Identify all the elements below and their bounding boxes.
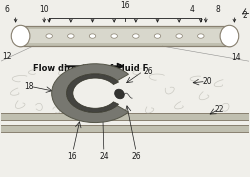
Text: 8: 8 (215, 5, 220, 14)
Circle shape (46, 34, 52, 38)
Text: 26: 26 (144, 67, 153, 76)
Text: 20: 20 (202, 77, 212, 86)
Text: 16: 16 (67, 153, 76, 161)
Circle shape (154, 34, 161, 38)
Text: 10: 10 (40, 5, 49, 14)
Circle shape (89, 34, 96, 38)
Text: 26: 26 (132, 153, 141, 161)
Text: 18: 18 (24, 82, 34, 91)
Text: 22: 22 (215, 105, 224, 115)
Circle shape (66, 74, 124, 112)
Circle shape (132, 34, 139, 38)
Text: 2: 2 (242, 11, 247, 20)
Text: 4: 4 (190, 5, 194, 14)
Text: 16: 16 (120, 1, 130, 10)
Circle shape (176, 34, 182, 38)
Ellipse shape (115, 89, 124, 99)
Ellipse shape (11, 25, 30, 47)
Text: 24: 24 (99, 153, 109, 161)
Circle shape (111, 34, 117, 38)
Circle shape (68, 34, 74, 38)
Ellipse shape (220, 25, 239, 47)
Text: 12: 12 (2, 52, 12, 61)
Wedge shape (66, 74, 118, 112)
Circle shape (198, 34, 204, 38)
Text: 6: 6 (5, 5, 10, 14)
Wedge shape (52, 64, 128, 122)
Bar (1, 113, 249, 120)
Text: Flow direction of Fluid F: Flow direction of Fluid F (33, 64, 148, 73)
Text: 14: 14 (231, 53, 240, 62)
FancyBboxPatch shape (19, 29, 231, 43)
FancyBboxPatch shape (19, 26, 231, 46)
Bar (1, 125, 249, 132)
